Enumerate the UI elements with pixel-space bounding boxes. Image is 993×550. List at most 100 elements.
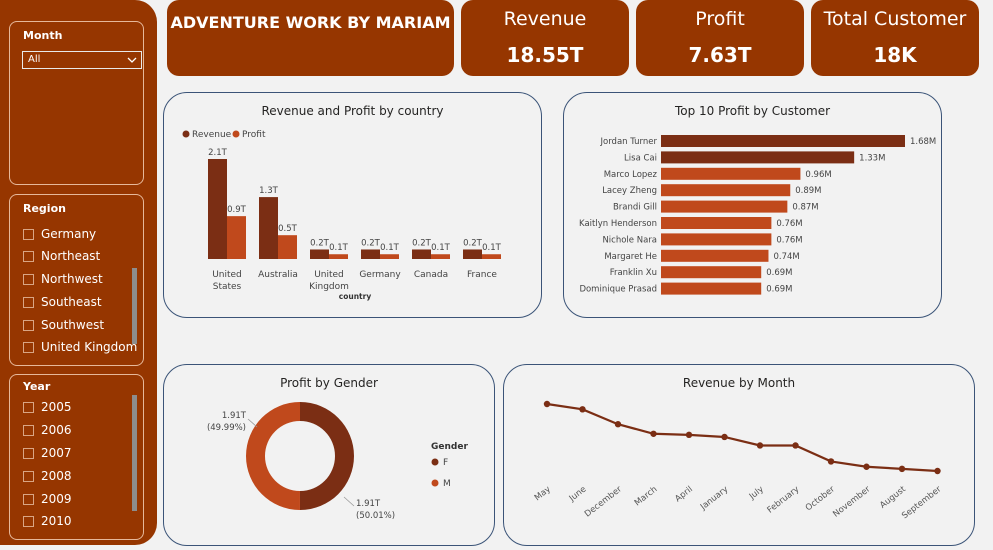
x-tick-label: August	[878, 484, 908, 511]
checkbox[interactable]	[23, 493, 34, 505]
x-tick-label: December	[583, 484, 624, 519]
y-tick-label: Marco Lopez	[604, 170, 658, 180]
revenue-kpi-label: Revenue	[503, 8, 587, 30]
data-label-profit: 0.9T	[227, 205, 247, 215]
region-option[interactable]: Southeast	[23, 293, 102, 311]
x-tick-label: Germany	[359, 270, 401, 280]
year-slicer: Year 2005 2006 2007 2008 2009 2010	[9, 374, 144, 540]
pie-slice-f	[299, 402, 355, 510]
bar-profit	[431, 254, 450, 259]
x-tick-label: France	[467, 270, 497, 280]
year-option[interactable]: 2007	[23, 444, 72, 462]
year-scrollbar[interactable]	[132, 395, 137, 511]
bar-profit	[661, 167, 801, 180]
region-option[interactable]: United Kingdom	[23, 338, 137, 356]
year-option[interactable]: 2009	[23, 490, 72, 508]
y-tick-label: Lacey Zheng	[602, 186, 657, 196]
y-tick-label: Kaitlyn Henderson	[579, 219, 657, 229]
y-tick-label: Brandi Gill	[613, 203, 657, 213]
month-chart-title: Revenue by Month	[682, 376, 796, 390]
region-option[interactable]: Germany	[23, 225, 96, 243]
checkbox[interactable]	[23, 470, 34, 482]
year-option-label: 2007	[41, 446, 72, 460]
filter-sidebar: Month All Region Germany Northeast North…	[0, 0, 157, 545]
region-option-label: Southeast	[41, 295, 102, 309]
y-tick-label: Dominique Prasad	[579, 285, 657, 295]
y-tick-label: Nichole Nara	[602, 235, 657, 245]
checkbox[interactable]	[23, 515, 34, 527]
point-revenue	[579, 406, 586, 413]
x-tick-label: Kingdom	[309, 282, 349, 292]
checkbox[interactable]	[23, 273, 34, 285]
region-option[interactable]: Northeast	[23, 247, 100, 265]
point-revenue	[756, 442, 764, 449]
x-tick-label: Australia	[258, 270, 298, 280]
month-dropdown[interactable]: All	[22, 51, 142, 69]
x-tick-label: February	[766, 484, 802, 515]
bar-profit	[380, 254, 399, 259]
bar-profit	[482, 254, 501, 259]
point-revenue	[614, 421, 622, 428]
x-tick-label: September	[900, 484, 944, 521]
slice-leader-line	[343, 496, 355, 507]
year-option-label: 2005	[41, 400, 72, 414]
legend-title: Gender	[431, 442, 468, 452]
bar-profit	[329, 254, 348, 259]
region-option-label: Germany	[41, 227, 97, 241]
year-option[interactable]: 2006	[23, 421, 72, 439]
customer-chart: Jordan Turner 1.68M Lisa Cai 1.33M Marco Lop…	[579, 135, 936, 295]
year-option-label: 2006	[41, 423, 72, 437]
month-chart-panel: Revenue by Month May June December March Apr…	[503, 364, 975, 546]
data-label-revenue: 0.2T	[361, 238, 381, 248]
line-revenue	[546, 402, 938, 473]
pie-slice-m	[246, 402, 300, 510]
region-option[interactable]: Southwest	[23, 316, 104, 334]
data-label-revenue: 0.2T	[310, 238, 330, 248]
y-tick-label: Margaret He	[604, 252, 657, 262]
legend-marker-revenue	[182, 130, 190, 138]
gender-chart-panel: Profit by Gender 1.91T (50.01%) 1.91T (49.9…	[163, 364, 495, 546]
month-dropdown-value: All	[28, 54, 41, 65]
year-option[interactable]: 2008	[23, 467, 72, 485]
revenue-kpi-value: 18.55T	[506, 43, 584, 67]
month-slicer-title: Month	[23, 29, 63, 42]
customer-kpi-label: Total Customer	[823, 8, 967, 30]
checkbox[interactable]	[23, 341, 34, 353]
slice-leader-line	[247, 418, 258, 428]
checkbox[interactable]	[23, 319, 34, 331]
region-option[interactable]: Northwest	[23, 270, 103, 288]
checkbox[interactable]	[23, 228, 34, 240]
legend-label-revenue: Revenue	[192, 130, 232, 140]
y-tick-label: Lisa Cai	[624, 153, 657, 163]
year-option[interactable]: 2005	[23, 398, 72, 416]
data-label-profit: 0.96M	[805, 170, 831, 180]
bar-profit	[278, 235, 297, 259]
bar-profit	[661, 151, 855, 164]
data-label-profit: 0.69M	[766, 268, 792, 278]
country-chart-title: Revenue and Profit by country	[261, 104, 444, 118]
data-label-revenue: 0.2T	[412, 238, 432, 248]
data-label-profit: 0.69M	[766, 285, 792, 295]
x-tick-label: United	[212, 270, 242, 280]
point-revenue	[792, 442, 799, 449]
revenue-kpi-card: Revenue 18.55T	[461, 0, 629, 76]
checkbox[interactable]	[23, 296, 34, 308]
checkbox[interactable]	[23, 250, 34, 262]
data-label-profit: 0.1T	[482, 243, 502, 253]
checkbox[interactable]	[23, 447, 34, 459]
point-revenue	[685, 431, 693, 439]
legend-marker-m	[431, 479, 439, 487]
year-option[interactable]: 2010	[23, 512, 72, 530]
checkbox[interactable]	[23, 401, 34, 413]
profit-kpi-label: Profit	[695, 8, 745, 30]
y-tick-label: Franklin Xu	[610, 268, 657, 278]
region-option-label: Southwest	[41, 318, 105, 332]
x-tick-label: May	[533, 484, 553, 503]
point-revenue	[934, 467, 941, 475]
point-revenue	[721, 433, 728, 441]
region-scrollbar[interactable]	[132, 268, 137, 344]
legend-marker-f	[431, 458, 439, 466]
data-label-profit: 0.76M	[776, 219, 802, 229]
bar-revenue	[463, 249, 482, 259]
checkbox[interactable]	[23, 424, 34, 436]
